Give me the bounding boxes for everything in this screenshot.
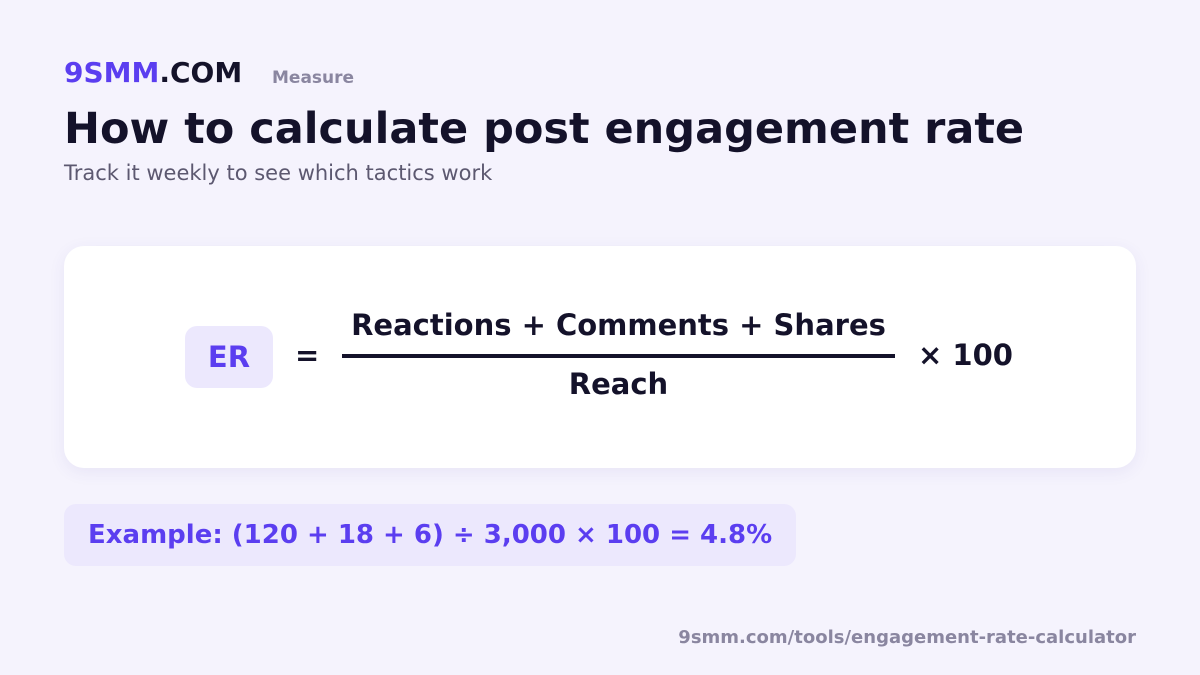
subtitle: Track it weekly to see which tactics wor… [64, 161, 493, 185]
footer-url: 9smm.com/tools/engagement-rate-calculato… [678, 627, 1136, 648]
tag: Measure [272, 68, 355, 88]
example: Example: (120 + 18 + 6) ÷ 3,000 × 100 = … [64, 504, 797, 566]
brand: 9SMM.COM [64, 56, 242, 89]
numerator: Reactions + Comments + Shares [351, 308, 886, 342]
formula-lhs: ER [185, 326, 273, 388]
brand-part: 9SMM [64, 56, 160, 89]
equals: = [295, 338, 320, 372]
multiplier: × 100 [918, 338, 1013, 372]
fraction-bar [342, 354, 895, 358]
denominator: Reach [568, 367, 669, 401]
brand-part: .COM [159, 56, 243, 89]
title: How to calculate post engagement rate [64, 104, 1025, 154]
